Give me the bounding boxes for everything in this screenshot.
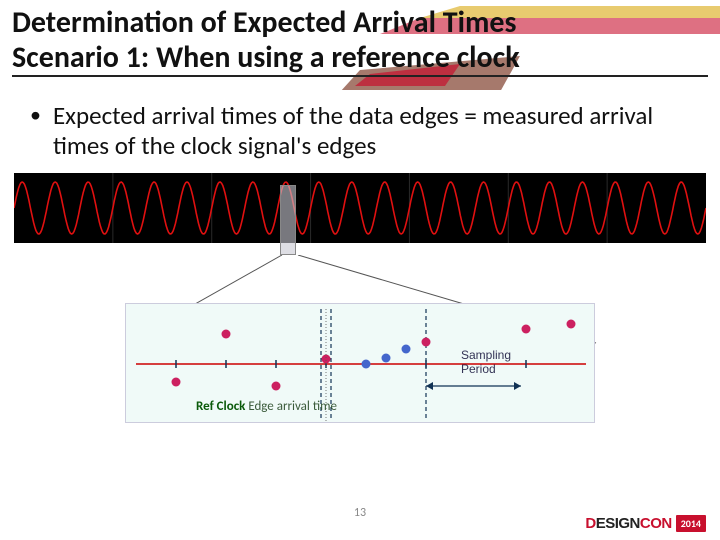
ref-clock-rest: Edge arrival time	[248, 399, 337, 414]
waveform-panel	[14, 173, 706, 243]
bullet-text: Expected arrival times of the data edges…	[53, 101, 702, 161]
title-line-1: Determination of Expected Arrival Times	[12, 6, 708, 41]
designcon-logo: DESIGNCON 2014	[585, 515, 706, 532]
sampling-diagram-panel: SamplingPeriod Ref Clock Edge arrival ti…	[125, 303, 595, 423]
logo-con: CON	[640, 515, 672, 532]
bullet-dot: •	[30, 101, 41, 161]
logo-year-badge: 2014	[676, 515, 706, 532]
svg-text:Sampling: Sampling	[461, 348, 511, 362]
slide-title: Determination of Expected Arrival Times …	[12, 6, 708, 77]
logo-letter-d: D	[585, 515, 595, 532]
title-line-2: Scenario 1: When using a reference clock	[12, 41, 708, 76]
ref-clock-label: Ref Clock Edge arrival time	[196, 399, 337, 414]
zoom-highlight-box	[280, 185, 296, 255]
logo-esign: ESIGN	[596, 515, 640, 532]
svg-text:Period: Period	[461, 362, 496, 376]
bullet-list: • Expected arrival times of the data edg…	[0, 79, 720, 167]
waveform-svg	[14, 173, 706, 243]
ref-clock-bold: Ref Clock	[196, 399, 248, 414]
